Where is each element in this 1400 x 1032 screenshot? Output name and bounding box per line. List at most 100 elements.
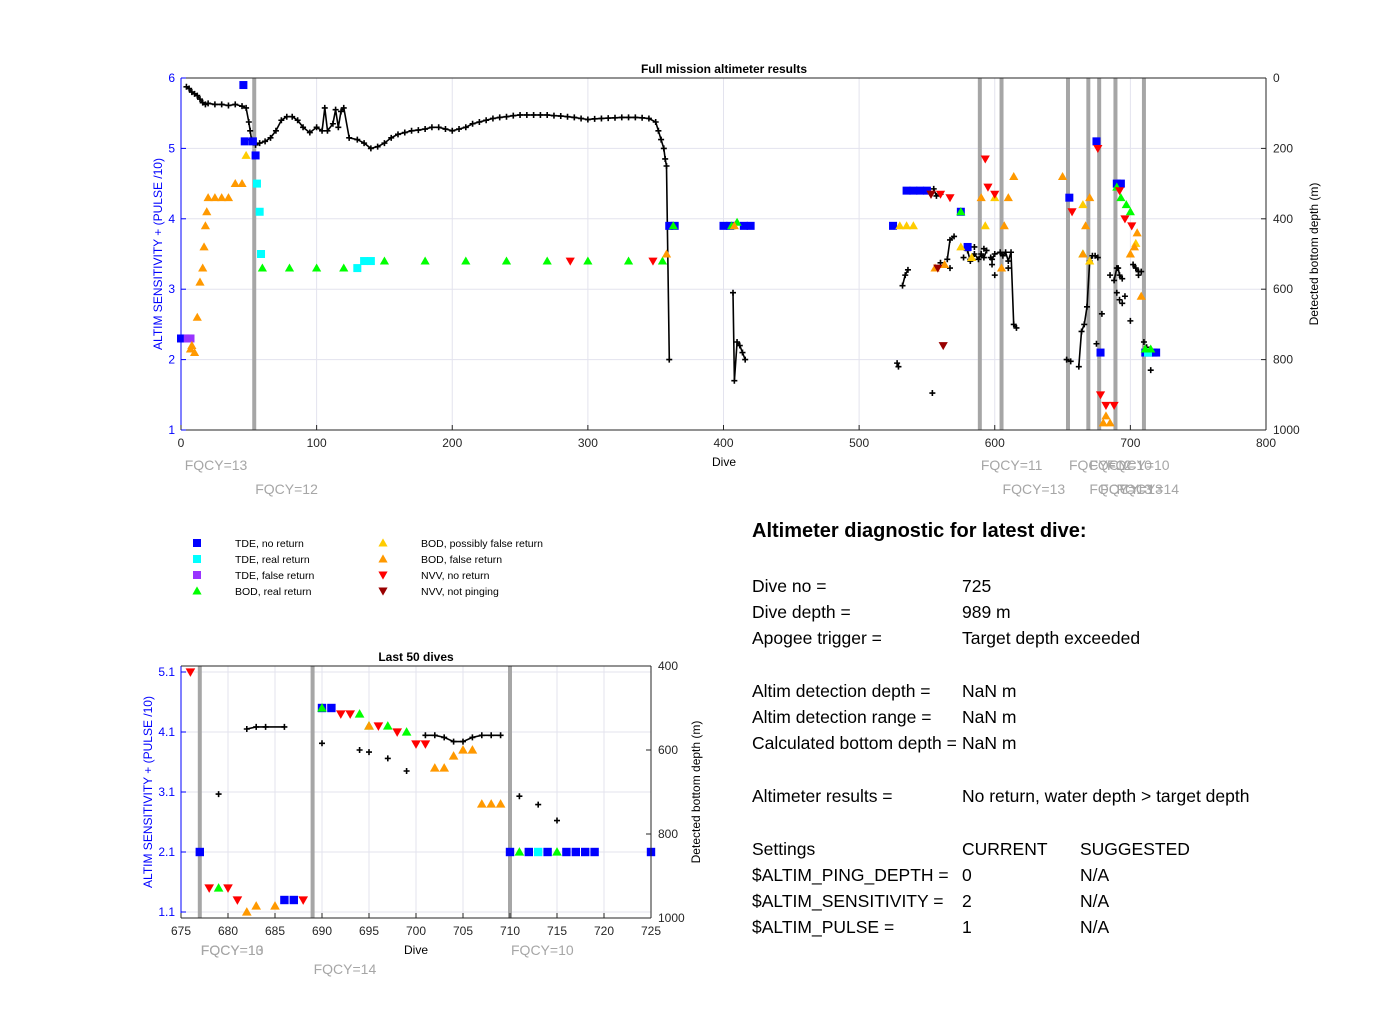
bottom-depth-point bbox=[262, 723, 269, 730]
bottom-depth-point bbox=[476, 119, 483, 125]
marker-tde-real-return bbox=[252, 179, 261, 188]
marker-tde-no-return bbox=[195, 847, 204, 857]
bottom-depth-point bbox=[997, 249, 1004, 256]
bottom-depth-point bbox=[442, 126, 449, 133]
bottom-depth-point bbox=[243, 726, 250, 732]
bottom-depth-point bbox=[415, 127, 422, 134]
marker-bod-possibly-false-return bbox=[1078, 200, 1088, 209]
setting-current: 0 bbox=[962, 865, 972, 885]
marker-bod-false-return bbox=[1057, 171, 1068, 181]
marker-nvv-no-return bbox=[1127, 222, 1137, 231]
marker-bod-real-return bbox=[956, 207, 966, 216]
marker-nvv-no-return bbox=[232, 896, 243, 905]
marker-tde-no-return bbox=[963, 242, 972, 251]
y2-tick-label: 600 bbox=[658, 743, 678, 757]
bottom-depth-point bbox=[734, 339, 741, 345]
bottom-depth-point bbox=[245, 119, 252, 125]
y-tick-label: 3 bbox=[168, 282, 175, 296]
bottom-depth-point bbox=[346, 134, 353, 141]
marker-bod-real-return bbox=[657, 256, 668, 265]
marker-nvv-no-return bbox=[1114, 187, 1125, 196]
bottom-depth-point bbox=[294, 117, 301, 124]
bottom-depth-point bbox=[232, 101, 239, 108]
altim-detection-range-label: Altim detection range = bbox=[752, 707, 932, 727]
setting-suggested: N/A bbox=[1080, 891, 1110, 911]
marker-bod-possibly-false-return bbox=[1085, 256, 1095, 265]
marker-tde-no-return bbox=[239, 81, 248, 90]
bottom-depth-point bbox=[980, 245, 987, 252]
marker-tde-no-return bbox=[505, 847, 515, 857]
marker-nvv-no-return bbox=[945, 194, 955, 203]
bottom-depth-point bbox=[660, 145, 667, 152]
bottom-depth-point bbox=[960, 254, 967, 261]
inset-chart-title: Last 50 dives bbox=[378, 650, 454, 664]
bottom-depth-point bbox=[278, 117, 285, 124]
bottom-depth-point bbox=[933, 192, 940, 199]
marker-bod-real-return bbox=[461, 256, 471, 265]
bottom-depth-point bbox=[1081, 321, 1088, 328]
calculated-bottom-depth-row: Calculated bottom depth = NaN m bbox=[752, 733, 1372, 757]
marker-bod-possibly-false-return bbox=[980, 221, 990, 230]
marker-bod-false-return bbox=[476, 799, 487, 808]
settings-header-label: Settings bbox=[752, 839, 816, 859]
bottom-depth-point bbox=[1078, 328, 1085, 335]
y2-tick-label: 800 bbox=[1273, 353, 1293, 367]
bottom-depth-point bbox=[469, 734, 476, 741]
marker-bod-false-return bbox=[202, 207, 212, 216]
bottom-depth-point bbox=[503, 113, 510, 120]
bottom-depth-point bbox=[283, 113, 290, 120]
marker-nvv-no-return bbox=[1120, 215, 1130, 224]
marker-bod-false-return bbox=[495, 799, 506, 808]
marker-tde-no-return bbox=[922, 186, 931, 195]
bottom-depth-point bbox=[980, 254, 987, 261]
bottom-depth-point bbox=[899, 282, 906, 289]
marker-bod-real-return bbox=[354, 709, 365, 718]
x-tick-label: 0 bbox=[178, 436, 185, 450]
bottom-depth-point bbox=[324, 127, 331, 134]
marker-bod-false-return bbox=[1009, 171, 1019, 181]
marker-bod-false-return bbox=[1078, 249, 1088, 258]
marker-tde-no-return bbox=[327, 703, 336, 713]
marker-nvv-no-return bbox=[185, 668, 196, 677]
altim-detection-depth-value: NaN m bbox=[962, 681, 1017, 701]
bottom-depth-point bbox=[340, 104, 347, 111]
bottom-depth-point bbox=[510, 112, 517, 119]
x-tick-label: 300 bbox=[578, 436, 598, 450]
marker-tde-real-return bbox=[1144, 348, 1153, 357]
marker-tde-no-return bbox=[889, 221, 898, 230]
marker-bod-false-return bbox=[439, 763, 450, 772]
fqcy-label: FQCY=10 bbox=[511, 942, 574, 958]
dive-depth-value: 989 m bbox=[962, 602, 1011, 622]
dive-no-row: Dive no = 725 bbox=[752, 576, 1372, 600]
bottom-depth-point bbox=[338, 108, 345, 115]
marker-nvv-no-return bbox=[1067, 208, 1077, 217]
marker-bod-possibly-false-return bbox=[901, 221, 912, 230]
marker-bod-false-return bbox=[199, 242, 209, 251]
x-tick-label: 200 bbox=[442, 436, 462, 450]
marker-bod-false-return bbox=[364, 721, 374, 730]
bottom-depth-point bbox=[645, 115, 652, 122]
marker-nvv-no-return bbox=[565, 257, 575, 266]
legend-marker-tde-no-return bbox=[193, 539, 201, 547]
marker-bod-false-return bbox=[1125, 249, 1135, 258]
marker-tde-real-return bbox=[353, 264, 362, 273]
marker-nvv-no-return bbox=[1109, 401, 1119, 410]
marker-nvv-no-return bbox=[648, 257, 658, 266]
bottom-depth-point bbox=[736, 342, 743, 349]
bottom-depth-point bbox=[971, 243, 978, 250]
bottom-depth-point bbox=[1093, 340, 1100, 347]
main-chart: 0 100 200 300 400 500 600 700 800 1 2 3 4 5 6 0 200 400 60… bbox=[168, 71, 1300, 497]
bottom-depth-point bbox=[1121, 293, 1128, 300]
bottom-depth-point bbox=[367, 145, 374, 152]
legend-label: TDE, no return bbox=[235, 538, 304, 550]
legend-label: BOD, real return bbox=[235, 586, 312, 598]
bottom-depth-point bbox=[1098, 310, 1105, 317]
altimeter-diagnostic-panel: Altimeter diagnostic for latest dive: Di… bbox=[752, 518, 1372, 958]
bottom-depth-point bbox=[1119, 300, 1126, 307]
bottom-depth-point bbox=[196, 96, 203, 103]
marker-tde-real-return bbox=[366, 257, 375, 266]
marker-bod-false-return bbox=[1136, 291, 1146, 300]
marker-tde-no-return bbox=[240, 137, 249, 146]
bottom-depth-point bbox=[194, 92, 201, 99]
